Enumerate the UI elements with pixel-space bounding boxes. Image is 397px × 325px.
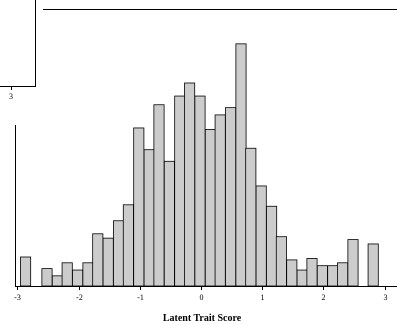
histogram-bar: [195, 96, 205, 286]
x-axis-ticks: -3 -2 -1 0 1 2 3: [14, 286, 387, 302]
histogram-bar: [175, 96, 185, 286]
histogram-bar: [52, 276, 62, 286]
histogram-bar: [62, 263, 72, 286]
histogram-bar: [225, 108, 235, 286]
histogram-bar: [307, 258, 317, 286]
x-tick-label: 3: [384, 293, 388, 302]
x-tick-label: 0: [200, 293, 204, 302]
histogram-bar: [205, 129, 215, 286]
histogram-bar: [317, 266, 327, 286]
histogram-bar: [328, 266, 338, 286]
histogram-bar: [276, 237, 286, 286]
x-tick-label: -3: [14, 293, 21, 302]
histogram-bar: [266, 206, 276, 286]
histogram-bar: [72, 270, 82, 286]
histogram-bar: [134, 128, 144, 286]
histogram-bar: [93, 234, 103, 286]
histogram-bar: [246, 148, 256, 286]
x-tick-label: 1: [261, 293, 265, 302]
x-tick-label: -1: [137, 293, 144, 302]
x-axis-title: Latent Trait Score: [163, 313, 242, 324]
x-tick-label: 2: [322, 293, 326, 302]
histogram-bar: [184, 83, 194, 286]
histogram-bar: [113, 221, 123, 286]
x-tick-label: -2: [76, 293, 83, 302]
histogram-bar: [20, 257, 30, 286]
histogram-bar: [348, 240, 358, 286]
histogram-bar: [215, 115, 225, 286]
histogram-bar: [287, 260, 297, 286]
histogram-bar: [83, 263, 93, 286]
partial-neighbor-panel: 3: [0, 0, 397, 101]
histogram-bar: [154, 105, 164, 286]
histogram-bar: [164, 161, 174, 286]
histogram-bar: [256, 186, 266, 286]
partial-panel-tick-label: 3: [9, 92, 13, 101]
histogram-bars: [20, 44, 378, 286]
histogram-bar: [123, 205, 133, 286]
histogram-bar: [236, 44, 246, 286]
histogram-bar: [337, 263, 347, 286]
histogram-bar: [42, 269, 52, 286]
histogram-bar: [368, 244, 378, 286]
histogram-bar: [144, 150, 154, 286]
histogram-bar: [297, 270, 307, 286]
histogram-bar: [103, 238, 113, 286]
